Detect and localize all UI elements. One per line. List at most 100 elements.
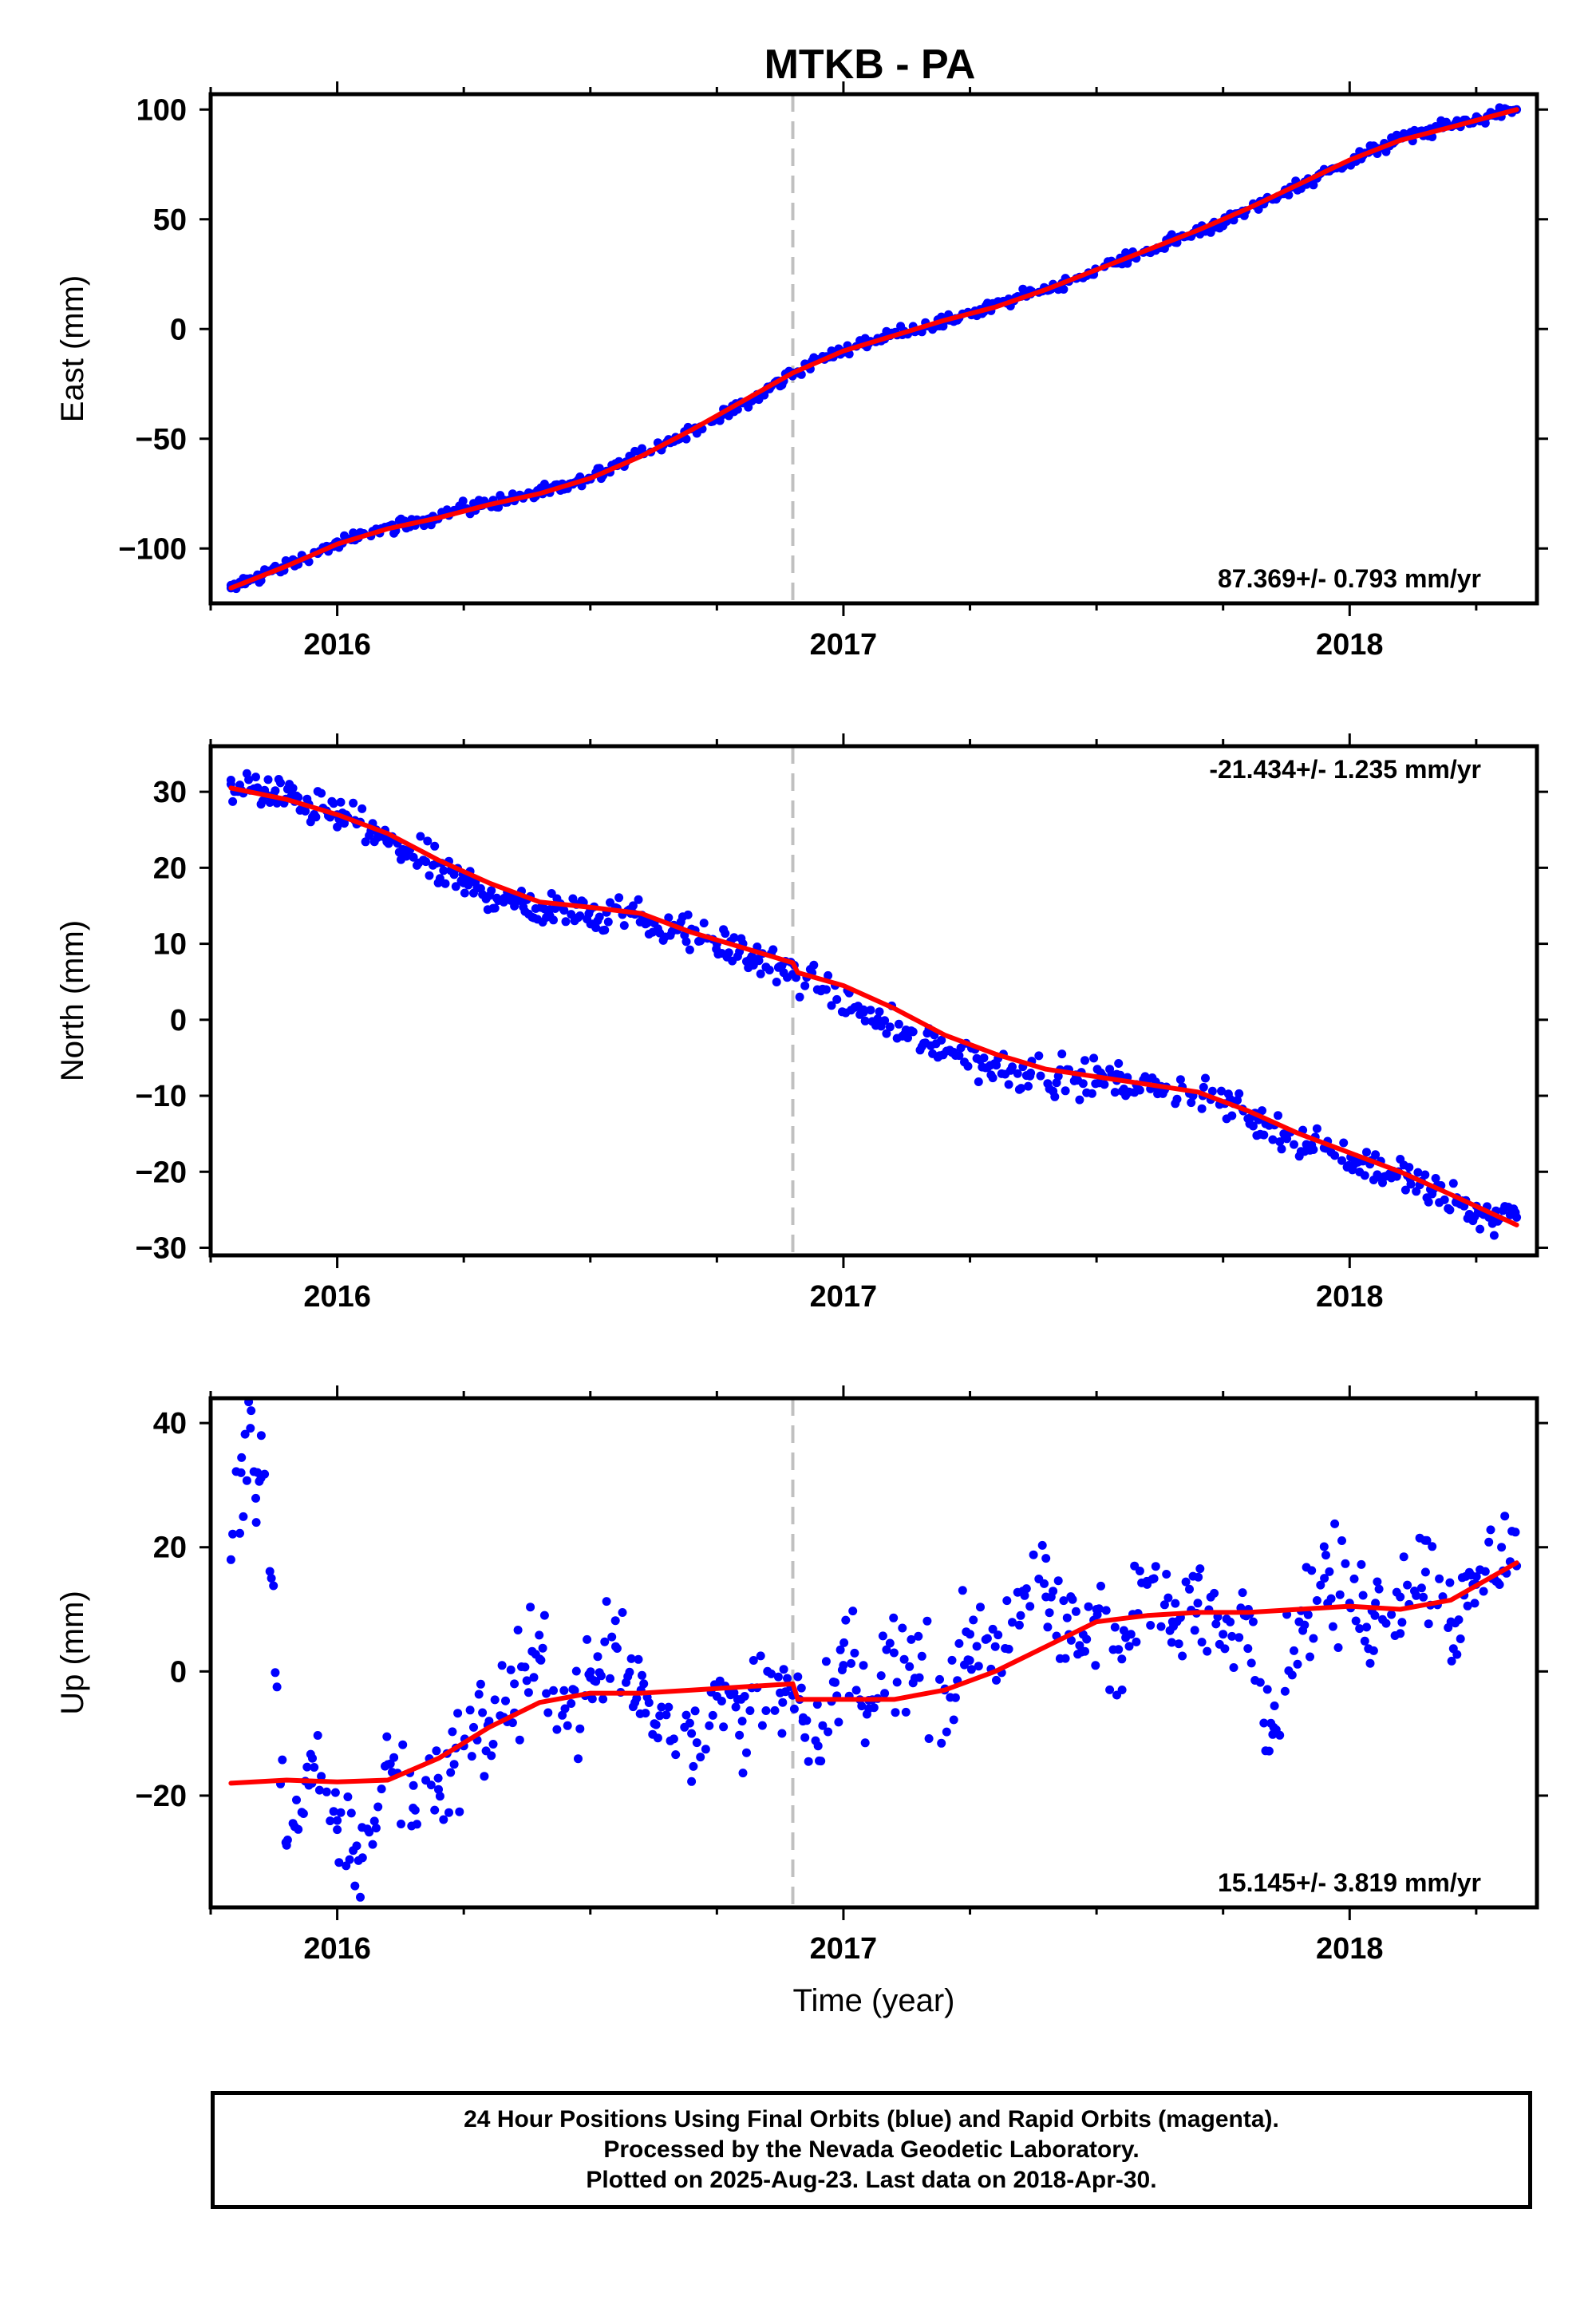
data-point bbox=[745, 1706, 755, 1715]
data-point bbox=[522, 1676, 531, 1686]
data-point bbox=[831, 1678, 839, 1687]
data-point bbox=[543, 1708, 553, 1717]
data-point bbox=[1303, 1610, 1313, 1619]
data-point bbox=[756, 1651, 765, 1661]
data-point bbox=[488, 1740, 498, 1749]
data-point bbox=[1016, 1611, 1025, 1620]
data-point bbox=[949, 1715, 958, 1725]
data-point bbox=[1486, 1525, 1495, 1535]
data-point bbox=[894, 1019, 903, 1029]
data-point bbox=[1495, 1580, 1504, 1589]
data-point bbox=[1238, 1588, 1247, 1598]
data-point bbox=[839, 1638, 849, 1647]
data-point bbox=[242, 1476, 251, 1485]
data-point bbox=[972, 1642, 982, 1651]
data-point bbox=[317, 1772, 326, 1781]
data-point bbox=[701, 1745, 710, 1754]
data-point bbox=[687, 1729, 697, 1738]
data-point bbox=[1396, 1592, 1405, 1602]
data-point bbox=[632, 1694, 642, 1703]
data-point bbox=[1025, 1602, 1035, 1611]
data-point bbox=[1445, 1578, 1455, 1587]
data-point bbox=[439, 866, 448, 875]
data-point bbox=[974, 1077, 983, 1086]
data-point bbox=[247, 1406, 256, 1416]
data-point bbox=[1360, 1171, 1369, 1180]
data-point bbox=[638, 1670, 646, 1680]
data-point bbox=[263, 775, 273, 785]
data-point bbox=[559, 906, 569, 915]
data-point bbox=[567, 910, 576, 919]
y-tick-label: 40 bbox=[153, 1407, 187, 1441]
axes-frame bbox=[208, 92, 1539, 606]
data-point bbox=[1428, 1542, 1437, 1551]
data-point bbox=[251, 1518, 261, 1528]
data-point bbox=[343, 1792, 353, 1801]
data-point bbox=[671, 1750, 681, 1760]
data-point bbox=[336, 797, 346, 807]
data-point bbox=[1262, 1685, 1272, 1694]
data-point bbox=[474, 1690, 484, 1699]
data-point bbox=[917, 1651, 926, 1661]
data-point bbox=[1087, 1089, 1096, 1098]
data-point bbox=[740, 1692, 749, 1701]
data-point bbox=[345, 1855, 354, 1864]
data-point bbox=[1167, 1617, 1177, 1626]
data-point bbox=[690, 1706, 700, 1716]
data-point bbox=[1397, 1618, 1407, 1627]
rate-label: -21.434+/- 1.235 mm/yr bbox=[1209, 755, 1481, 784]
y-tick-label: 30 bbox=[153, 776, 187, 809]
data-point bbox=[692, 1738, 701, 1748]
data-point bbox=[954, 1051, 964, 1061]
data-point bbox=[272, 1682, 282, 1692]
data-point bbox=[753, 954, 762, 964]
data-point bbox=[256, 1431, 266, 1441]
data-point bbox=[490, 1695, 500, 1705]
data-point bbox=[1068, 1595, 1077, 1604]
data-point bbox=[1089, 1053, 1099, 1063]
data-point bbox=[1337, 1156, 1346, 1165]
data-point bbox=[1178, 1651, 1187, 1661]
data-point bbox=[634, 895, 643, 904]
data-point bbox=[1470, 1599, 1479, 1608]
data-point bbox=[373, 1802, 383, 1812]
data-point bbox=[628, 901, 638, 911]
data-point bbox=[276, 778, 285, 788]
data-point bbox=[1396, 1629, 1405, 1638]
data-point bbox=[1172, 1094, 1182, 1104]
data-point bbox=[333, 1825, 342, 1835]
data-point bbox=[330, 1788, 340, 1797]
data-point bbox=[520, 1662, 530, 1672]
data-point bbox=[945, 1045, 954, 1055]
data-point bbox=[914, 1631, 923, 1641]
footer-line-3: Plotted on 2025-Aug-23. Last data on 201… bbox=[586, 2167, 1157, 2193]
data-point bbox=[1002, 1596, 1012, 1606]
data-point bbox=[440, 879, 450, 888]
data-point bbox=[729, 1688, 739, 1697]
data-point bbox=[383, 1760, 393, 1769]
y-tick-label: −100 bbox=[118, 532, 187, 566]
data-point bbox=[371, 1824, 381, 1833]
data-point bbox=[311, 812, 321, 822]
data-point bbox=[329, 799, 338, 808]
data-point bbox=[988, 1073, 998, 1083]
data-point bbox=[719, 1722, 729, 1732]
data-point bbox=[500, 893, 509, 903]
data-point bbox=[271, 786, 280, 796]
data-point bbox=[761, 1706, 771, 1715]
data-point bbox=[1274, 1111, 1282, 1120]
data-point bbox=[1059, 285, 1069, 294]
y-axis-label: East (mm) bbox=[55, 275, 90, 422]
data-point bbox=[1280, 1686, 1290, 1696]
data-point bbox=[574, 1754, 583, 1764]
data-point bbox=[611, 1642, 620, 1651]
data-point bbox=[326, 1816, 335, 1826]
data-point bbox=[891, 1708, 900, 1717]
data-point bbox=[1424, 1197, 1433, 1207]
data-point bbox=[1269, 1722, 1278, 1732]
data-point bbox=[1387, 1610, 1396, 1619]
data-point bbox=[625, 1667, 634, 1677]
data-point bbox=[416, 832, 425, 841]
data-point bbox=[1101, 1606, 1111, 1615]
data-point bbox=[1078, 1079, 1088, 1089]
